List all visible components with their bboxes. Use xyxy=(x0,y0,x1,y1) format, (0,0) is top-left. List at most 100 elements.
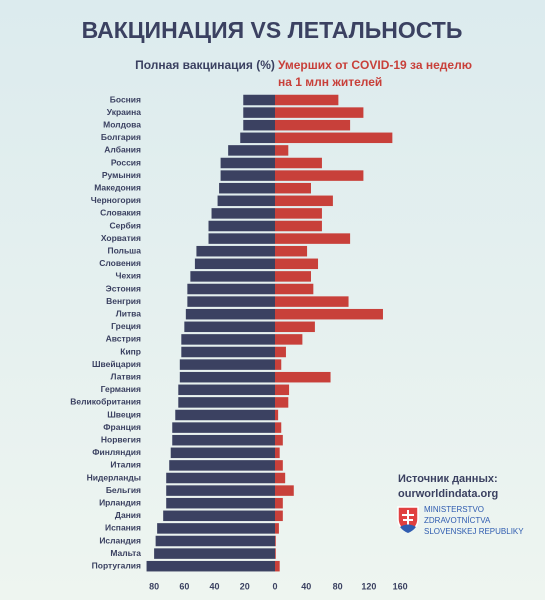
category-label: Сербия xyxy=(110,220,142,230)
bar xyxy=(187,283,275,295)
category-label: Чехия xyxy=(116,271,142,281)
category-label: Франция xyxy=(103,422,141,432)
source-url: ourworldindata.org xyxy=(398,488,498,500)
bar xyxy=(240,132,275,144)
category-label: Норвегия xyxy=(101,434,141,444)
category-label: Бельгия xyxy=(106,485,141,495)
bar xyxy=(217,195,275,207)
bar xyxy=(208,233,275,244)
bar xyxy=(275,497,283,509)
bar xyxy=(187,296,275,307)
bar xyxy=(163,510,275,522)
category-label: Черногория xyxy=(91,195,141,205)
category-label: Ирландия xyxy=(99,497,141,507)
bar xyxy=(275,283,314,295)
right-series-title: на 1 млн жителей xyxy=(278,75,382,89)
logo-emblem xyxy=(397,506,419,533)
category-label: Швеция xyxy=(107,409,141,419)
category-label: Дания xyxy=(115,510,141,520)
bar xyxy=(220,157,275,169)
bar xyxy=(275,107,364,118)
category-label: Литва xyxy=(116,308,141,318)
bar xyxy=(275,296,349,307)
bar xyxy=(179,359,275,370)
bar xyxy=(275,258,319,270)
bar xyxy=(275,548,276,559)
bar xyxy=(178,397,275,408)
bar xyxy=(275,447,280,459)
bar xyxy=(196,245,275,257)
bar xyxy=(275,510,283,522)
category-label: Эстония xyxy=(106,283,141,293)
bar xyxy=(194,258,275,270)
bar xyxy=(219,182,275,194)
category-label: Мальта xyxy=(110,548,141,558)
category-label: Германия xyxy=(101,384,141,394)
bar xyxy=(166,472,275,484)
category-label: Великобритания xyxy=(70,397,141,407)
bar xyxy=(275,472,286,484)
bar xyxy=(179,371,275,383)
category-label: Албания xyxy=(104,145,141,155)
bar xyxy=(275,308,383,320)
bar xyxy=(169,460,275,471)
bar xyxy=(208,220,275,232)
category-label: Россия xyxy=(111,157,141,167)
bar xyxy=(154,548,275,559)
category-label: Италия xyxy=(110,460,141,470)
x-tick-label: 40 xyxy=(210,581,220,591)
bar xyxy=(172,422,275,433)
category-label: Испания xyxy=(105,523,141,533)
logo-text: ZDRAVOTNÍCTVA xyxy=(424,516,491,525)
bar xyxy=(275,523,279,534)
bar xyxy=(172,434,275,446)
bar xyxy=(275,119,351,131)
category-label: Молдова xyxy=(103,119,141,129)
bar xyxy=(211,208,275,219)
bar xyxy=(275,371,331,383)
bar xyxy=(275,397,289,408)
bar xyxy=(243,119,275,131)
logo-text: SLOVENSKEJ REPUBLIKY xyxy=(424,527,524,536)
category-label: Латвия xyxy=(111,371,142,381)
bar xyxy=(243,107,275,118)
category-label: Польша xyxy=(107,245,141,255)
category-label: Македония xyxy=(94,182,141,192)
category-label: Словения xyxy=(99,258,141,268)
bar xyxy=(275,195,333,207)
bar xyxy=(184,321,275,333)
category-label: Исландия xyxy=(99,535,141,545)
category-label: Греция xyxy=(111,321,141,331)
bar xyxy=(275,434,283,446)
bar xyxy=(190,271,275,282)
category-label: Нидерланды xyxy=(87,472,141,482)
category-label: Венгрия xyxy=(106,296,141,306)
x-tick-label: 0 xyxy=(272,581,277,591)
bar xyxy=(275,560,280,572)
bar xyxy=(228,145,275,156)
x-tick-label: 20 xyxy=(240,581,250,591)
bar xyxy=(275,460,283,471)
category-label: Хорватия xyxy=(101,233,141,243)
bar xyxy=(275,157,322,169)
category-label: Босния xyxy=(110,94,141,104)
bar xyxy=(275,384,290,396)
x-tick-label: 120 xyxy=(361,581,376,591)
bar xyxy=(275,535,276,547)
bar xyxy=(178,384,275,396)
bar xyxy=(275,170,364,181)
bar xyxy=(275,233,351,244)
bar xyxy=(166,497,275,509)
source-label: Источник данных: xyxy=(398,473,498,485)
x-tick-label: 60 xyxy=(179,581,189,591)
category-label: Украина xyxy=(107,107,141,117)
bar xyxy=(275,208,322,219)
bar xyxy=(166,485,275,496)
bar xyxy=(220,170,275,181)
bar xyxy=(275,485,294,496)
x-tick-label: 40 xyxy=(301,581,311,591)
logo-text: MINISTERSTVO xyxy=(424,505,484,514)
bar xyxy=(181,334,275,345)
bar xyxy=(170,447,275,459)
bar xyxy=(275,220,322,232)
